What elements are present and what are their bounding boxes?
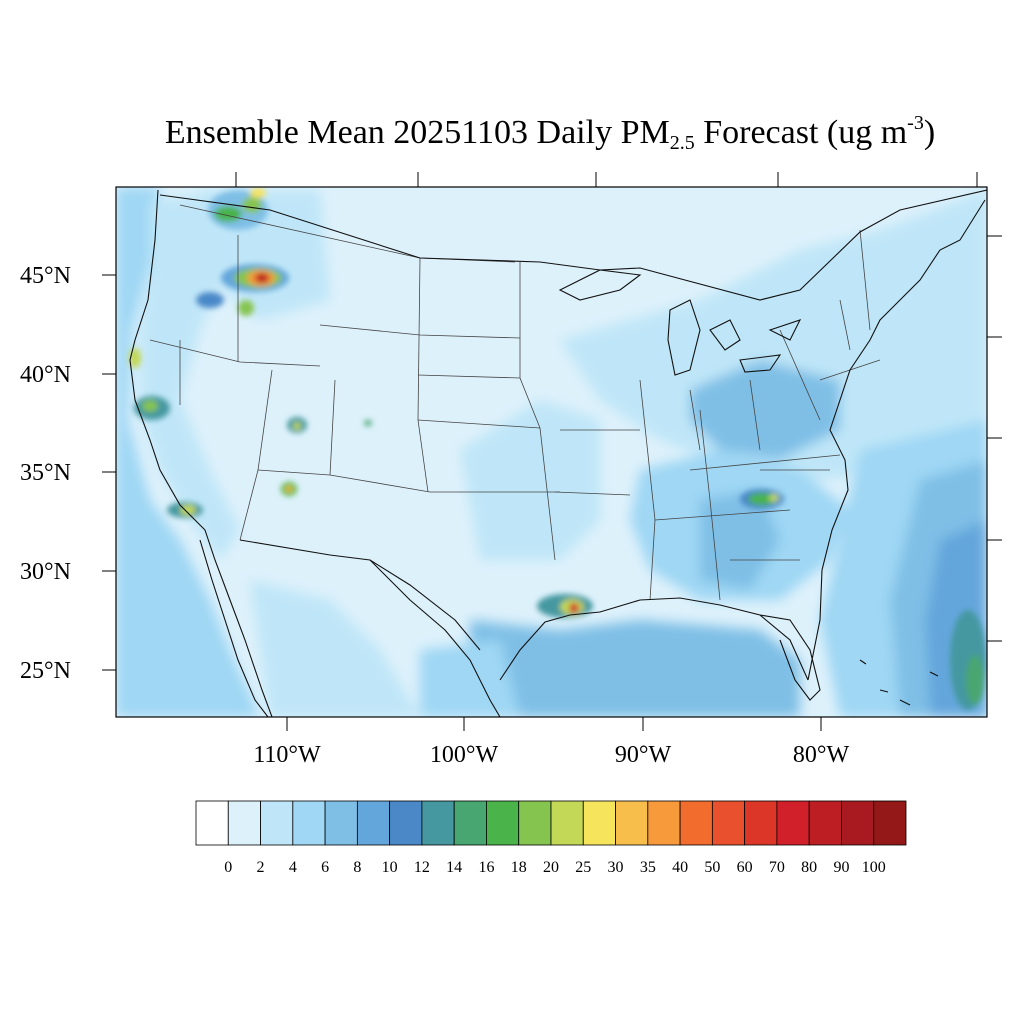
colorbar-swatch: [292, 800, 326, 846]
concentration-field: [116, 187, 987, 717]
bottom-ticks: [286, 717, 822, 731]
colorbar-label: 10: [382, 859, 398, 876]
bahamas-islands: [859, 659, 939, 706]
colorbar: 0 2 4 6 8 10 12 14 16 18 20 25 30 35 40 50 60 70 80 90 100: [195, 800, 907, 876]
colorbar-swatch: [841, 800, 875, 846]
colorbar-label: 20: [543, 859, 559, 876]
baja-coastline: [199, 539, 269, 717]
mexico-field: [250, 580, 420, 717]
colorbar-swatch: [260, 800, 294, 846]
ohio-valley-field: [690, 360, 840, 460]
colorbar-label: 2: [257, 859, 265, 876]
hotspot-louisiana: [537, 594, 593, 618]
colorbar-swatch: [873, 800, 907, 846]
hotspot-utah: [287, 417, 307, 433]
colorbar-swatch: [615, 800, 649, 846]
lat-label-30: 30°N: [20, 559, 71, 585]
colorbar-label: 18: [511, 859, 527, 876]
lat-label-25: 25°N: [20, 658, 71, 684]
pacific-field: [116, 187, 260, 717]
right-ticks: [987, 235, 1002, 642]
colorbar-swatch: [744, 800, 778, 846]
colorbar-swatch: [711, 800, 746, 846]
hotspot-south-carolina: [740, 489, 784, 509]
colorbar-label: 4: [289, 859, 297, 876]
colorbar-label: 100: [862, 859, 886, 876]
lon-label-80w: 80°W: [793, 742, 850, 768]
colorbar-swatch: [227, 800, 261, 846]
left-ticks: [102, 274, 116, 671]
pacific-coastline: [129, 189, 273, 717]
colorbar-label: 25: [575, 859, 591, 876]
great-lakes-outline: [558, 269, 802, 376]
map-frame: [102, 172, 1002, 731]
map-title: Ensemble Mean 20251103 Daily PM2.5 Forec…: [164, 112, 936, 154]
gulf-field: [470, 620, 800, 717]
hotspot-new-mexico: [364, 420, 372, 426]
colorbar-label: 50: [704, 859, 720, 876]
gulf-west-field: [420, 640, 520, 717]
colorbar-label: 70: [769, 859, 785, 876]
hotspot-central-idaho: [196, 292, 254, 316]
lat-label-35: 35°N: [20, 460, 71, 486]
state-boundaries: [149, 204, 881, 601]
hotspot-western-washington: [208, 188, 268, 230]
colorbar-swatch: [679, 800, 713, 846]
northeast-field: [560, 190, 987, 480]
lon-label-90w: 90°W: [615, 742, 672, 768]
west-coast-field: [140, 195, 240, 560]
colorbar-label: 90: [833, 859, 849, 876]
plains-field: [460, 400, 600, 560]
coastlines: [129, 189, 987, 717]
colorbar-label: 6: [321, 859, 329, 876]
colorbar-swatch: [582, 800, 616, 846]
hotspot-northern-idaho: [221, 264, 289, 292]
hotspot-arizona: [281, 482, 297, 496]
colorbar-label: 80: [801, 859, 817, 876]
colorbar-swatch: [324, 800, 358, 846]
colorbar-label: 0: [224, 859, 232, 876]
colorbar-swatch: [195, 800, 229, 846]
latitude-labels: 45°N 40°N 35°N 30°N 25°N: [20, 263, 71, 684]
colorbar-label: 60: [737, 859, 753, 876]
atlantic-coastline: [821, 199, 986, 571]
canada-border: [159, 189, 987, 301]
lat-label-45: 45°N: [20, 263, 71, 289]
hotspots: [129, 188, 986, 710]
colorbar-swatch: [776, 800, 810, 846]
mexico-border: [239, 539, 481, 651]
colorbar-swatch: [421, 800, 455, 846]
colorbar-label: 8: [353, 859, 361, 876]
colorbar-swatch: [356, 800, 391, 846]
gulf-coastline: [369, 559, 809, 717]
colorbar-label: 12: [414, 859, 430, 876]
hotspot-bahamas: [950, 610, 986, 710]
colorbar-swatch: [647, 800, 681, 846]
lon-label-100w: 100°W: [430, 742, 499, 768]
colorbar-label: 16: [478, 859, 494, 876]
colorbar-label: 30: [608, 859, 624, 876]
longitude-labels: 110°W 100°W 90°W 80°W: [253, 742, 849, 768]
lat-label-40: 40°N: [20, 362, 71, 388]
colorbar-label: 14: [446, 859, 462, 876]
lon-label-110w: 110°W: [253, 742, 321, 768]
top-ticks: [235, 172, 978, 187]
florida-coastline: [759, 569, 823, 701]
colorbar-label: 40: [672, 859, 688, 876]
colorbar-swatch: [389, 800, 423, 846]
colorbar-swatch: [808, 800, 842, 846]
colorbar-swatch: [453, 800, 487, 846]
map-panel: [116, 187, 987, 717]
colorbar-label: 35: [640, 859, 656, 876]
colorbar-swatch: [518, 800, 552, 846]
hotspot-sacramento: [134, 396, 170, 420]
colorbar-swatch: [486, 800, 520, 846]
colorbar-swatch: [550, 800, 584, 846]
